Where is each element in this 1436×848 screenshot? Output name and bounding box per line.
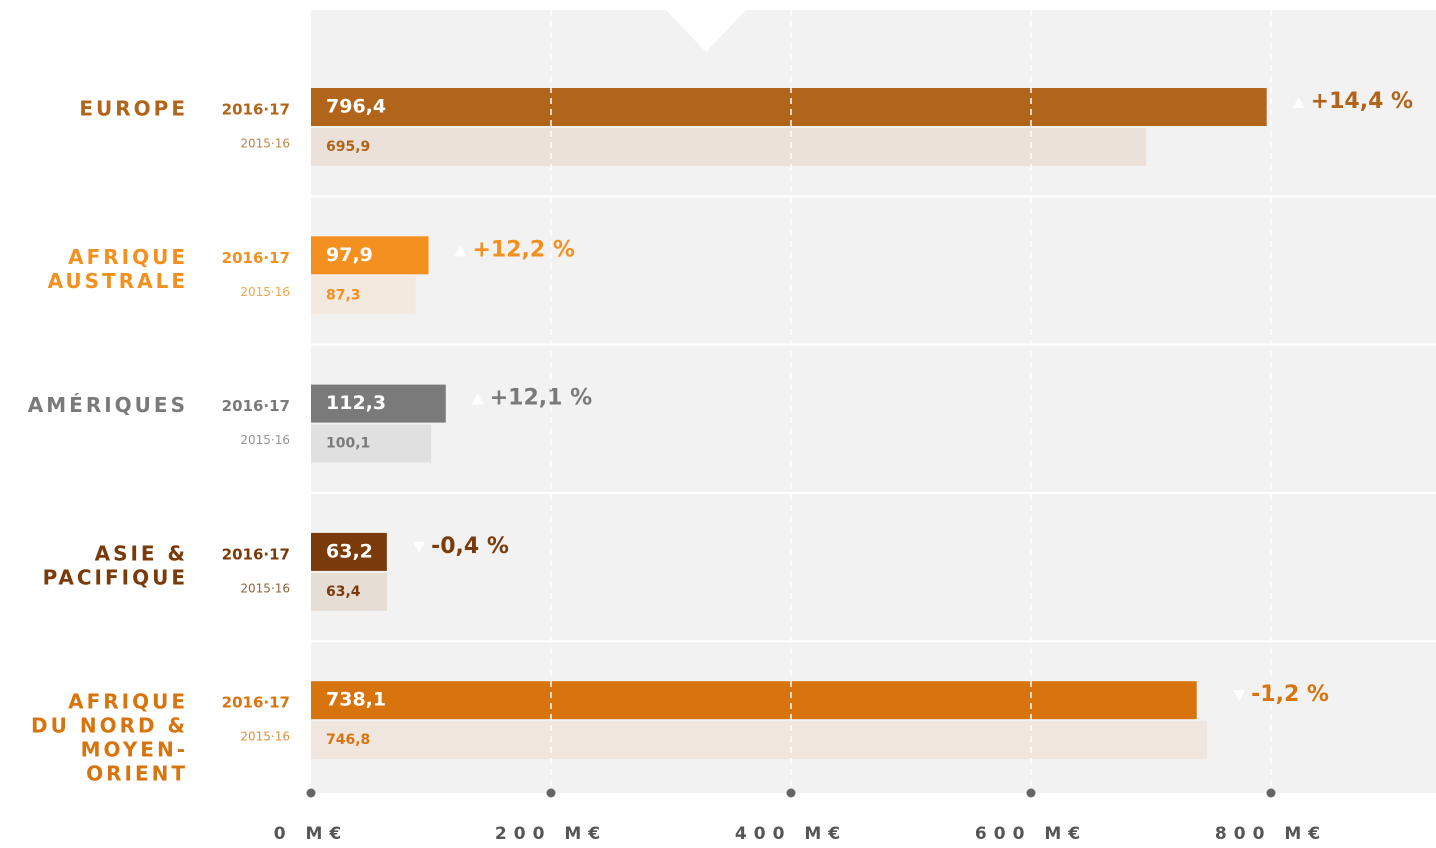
row-separator: [0, 640, 1436, 643]
series-label: 2015·16: [240, 285, 290, 299]
change-arrow: [454, 245, 467, 257]
value-label: 100,1: [326, 436, 370, 452]
value-label: 87,3: [326, 287, 361, 303]
category-label: MOYEN-: [81, 738, 188, 762]
series-label: 2015·16: [240, 433, 290, 447]
category-label: AUSTRALE: [48, 269, 188, 293]
bar: [311, 572, 388, 611]
category-label: AFRIQUE: [68, 245, 188, 269]
change-arrow: [413, 541, 426, 553]
change-label: -0,4 %: [431, 534, 509, 559]
series-label: 2016·17: [222, 545, 290, 563]
change-arrow: [1233, 690, 1246, 702]
series-label: 2016·17: [222, 694, 290, 712]
change-arrow: [1292, 97, 1305, 108]
value-label: 746,8: [326, 732, 370, 748]
tick-mark: [306, 788, 316, 798]
bar: [311, 128, 1147, 166]
change-label: +12,1 %: [490, 386, 592, 411]
series-label: 2016·17: [222, 101, 290, 119]
series-label: 2016·17: [222, 397, 290, 415]
change-label: +14,4 %: [1311, 89, 1413, 114]
bar: [311, 276, 416, 315]
value-label: 796,4: [326, 96, 386, 118]
series-label: 2016·17: [222, 249, 290, 267]
notch: [666, 10, 746, 52]
tick-mark: [1026, 788, 1036, 798]
change-label: +12,2 %: [472, 237, 574, 262]
row-separator: [0, 491, 1436, 494]
value-label: 112,3: [326, 392, 386, 414]
bar: [311, 88, 1267, 126]
bar: [311, 424, 432, 463]
value-label: 738,1: [326, 689, 386, 711]
x-tick-label: 200 M€: [495, 824, 607, 844]
tick-mark: [786, 788, 796, 798]
bar: [311, 681, 1197, 720]
x-tick-label: 800 M€: [1215, 824, 1327, 844]
bar: [311, 532, 387, 571]
series-label: 2015·16: [240, 581, 290, 595]
change-arrow: [471, 393, 484, 405]
x-tick-label: 600 M€: [975, 824, 1087, 844]
category-label: EUROPE: [79, 97, 188, 121]
category-label: PACIFIQUE: [43, 565, 188, 589]
category-label: ASIE &: [95, 541, 188, 565]
change-label: -1,2 %: [1251, 682, 1329, 707]
bar: [311, 236, 429, 275]
category-label: AMÉRIQUES: [28, 393, 188, 417]
category-label: ORIENT: [86, 762, 188, 786]
row-separator: [0, 343, 1436, 346]
x-tick-label: 400 M€: [735, 824, 847, 844]
tick-mark: [1266, 788, 1276, 798]
value-label: 63,4: [326, 584, 361, 600]
row-separator: [0, 195, 1436, 198]
value-label: 63,2: [326, 540, 373, 562]
bar: [311, 384, 446, 423]
category-label: AFRIQUE: [68, 690, 188, 714]
tick-mark: [546, 788, 556, 798]
value-label: 695,9: [326, 139, 370, 155]
value-label: 97,9: [326, 244, 373, 266]
series-label: 2015·16: [240, 730, 290, 744]
bar: [311, 721, 1208, 760]
x-tick-label: 0 M€: [274, 824, 349, 844]
series-label: 2015·16: [240, 137, 290, 151]
category-label: DU NORD &: [31, 714, 188, 738]
